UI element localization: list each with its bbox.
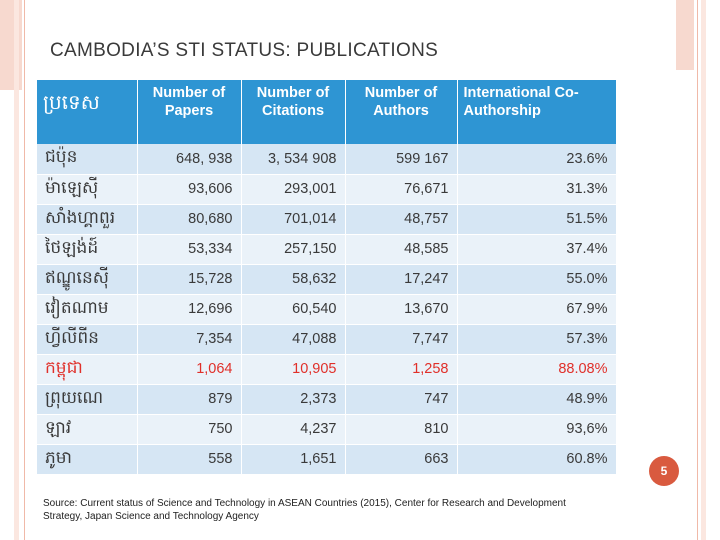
cell-co-authorship: 31.3% — [457, 174, 617, 205]
cell-co-authorship: 93,6% — [457, 414, 617, 445]
cell-country: ភូមា — [37, 444, 138, 475]
cell-citations: 3, 534 908 — [241, 144, 346, 175]
cell-citations: 1,651 — [241, 444, 346, 475]
cell-country: សាំងហ្គាពួរ — [37, 204, 138, 235]
cell-co-authorship: 57.3% — [457, 324, 617, 355]
cell-country: វៀតណាម — [37, 294, 138, 325]
table-row: ហ្វីលីពីន 7,354 47,088 7,747 57.3% — [37, 324, 617, 355]
cell-papers: 93,606 — [137, 174, 242, 205]
cell-authors: 1,258 — [345, 354, 458, 385]
publications-table: ប្រទេស Number of Papers Number of Citati… — [37, 80, 617, 475]
cell-co-authorship: 55.0% — [457, 264, 617, 295]
decorative-line-left — [24, 0, 25, 540]
cell-co-authorship: 51.5% — [457, 204, 617, 235]
source-citation: Source: Current status of Science and Te… — [43, 498, 566, 522]
cell-papers: 15,728 — [137, 264, 242, 295]
cell-citations: 10,905 — [241, 354, 346, 385]
table-row: ព្រុយណេ 879 2,373 747 48.9% — [37, 384, 617, 415]
cell-co-authorship: 60.8% — [457, 444, 617, 475]
cell-co-authorship: 67.9% — [457, 294, 617, 325]
decorative-strip-left — [14, 0, 19, 540]
cell-papers: 12,696 — [137, 294, 242, 325]
table-header-row: ប្រទេស Number of Papers Number of Citati… — [37, 80, 617, 144]
cell-country: ឡាវ — [37, 414, 138, 445]
header-papers: Number of Papers — [137, 80, 242, 144]
decorative-strip-right — [701, 0, 706, 540]
cell-authors: 17,247 — [345, 264, 458, 295]
cell-authors: 810 — [345, 414, 458, 445]
cell-country: ម៉ាឡេស៊ី — [37, 174, 138, 205]
cell-country: កម្ពុជា — [37, 354, 138, 385]
cell-papers: 558 — [137, 444, 242, 475]
cell-citations: 58,632 — [241, 264, 346, 295]
cell-papers: 1,064 — [137, 354, 242, 385]
cell-authors: 13,670 — [345, 294, 458, 325]
header-co-authorship: International Co-Authorship — [457, 80, 617, 144]
cell-country: ថៃឡង់ដ៍ — [37, 234, 138, 265]
table-row: ភូមា 558 1,651 663 60.8% — [37, 444, 617, 475]
table-row: ឥណ្ឌូនេស៊ី 15,728 58,632 17,247 55.0% — [37, 264, 617, 295]
header-authors: Number of Authors — [345, 80, 458, 144]
cell-papers: 53,334 — [137, 234, 242, 265]
slide-title: CAMBODIA’S STI STATUS: PUBLICATIONS — [50, 40, 439, 61]
cell-country: ហ្វីលីពីន — [37, 324, 138, 355]
cell-papers: 80,680 — [137, 204, 242, 235]
table-row: វៀតណាម 12,696 60,540 13,670 67.9% — [37, 294, 617, 325]
cell-papers: 648, 938 — [137, 144, 242, 175]
table-row: ម៉ាឡេស៊ី 93,606 293,001 76,671 31.3% — [37, 174, 617, 205]
cell-country: ជប៉ុន — [37, 144, 138, 175]
cell-authors: 76,671 — [345, 174, 458, 205]
cell-citations: 293,001 — [241, 174, 346, 205]
cell-citations: 701,014 — [241, 204, 346, 235]
cell-authors: 48,757 — [345, 204, 458, 235]
table-row: ថៃឡង់ដ៍ 53,334 257,150 48,585 37.4% — [37, 234, 617, 265]
cell-country: ព្រុយណេ — [37, 384, 138, 415]
cell-authors: 7,747 — [345, 324, 458, 355]
cell-co-authorship: 37.4% — [457, 234, 617, 265]
cell-co-authorship: 23.6% — [457, 144, 617, 175]
table-row: សាំងហ្គាពួរ 80,680 701,014 48,757 51.5% — [37, 204, 617, 235]
cell-citations: 4,237 — [241, 414, 346, 445]
cell-papers: 750 — [137, 414, 242, 445]
cell-citations: 2,373 — [241, 384, 346, 415]
cell-authors: 663 — [345, 444, 458, 475]
cell-co-authorship: 48.9% — [457, 384, 617, 415]
cell-citations: 60,540 — [241, 294, 346, 325]
decorative-line-right — [697, 0, 698, 540]
cell-country: ឥណ្ឌូនេស៊ី — [37, 264, 138, 295]
table-row: ឡាវ 750 4,237 810 93,6% — [37, 414, 617, 445]
cell-co-authorship: 88.08% — [457, 354, 617, 385]
decorative-band-right — [676, 0, 694, 70]
cell-authors: 599 167 — [345, 144, 458, 175]
table-row-highlighted: កម្ពុជា 1,064 10,905 1,258 88.08% — [37, 354, 617, 385]
page-number-badge: 5 — [649, 456, 679, 486]
cell-papers: 7,354 — [137, 324, 242, 355]
cell-citations: 257,150 — [241, 234, 346, 265]
cell-authors: 48,585 — [345, 234, 458, 265]
table-row: ជប៉ុន 648, 938 3, 534 908 599 167 23.6% — [37, 144, 617, 175]
cell-authors: 747 — [345, 384, 458, 415]
cell-citations: 47,088 — [241, 324, 346, 355]
header-citations: Number of Citations — [241, 80, 346, 144]
header-country: ប្រទេស — [37, 80, 138, 144]
cell-papers: 879 — [137, 384, 242, 415]
